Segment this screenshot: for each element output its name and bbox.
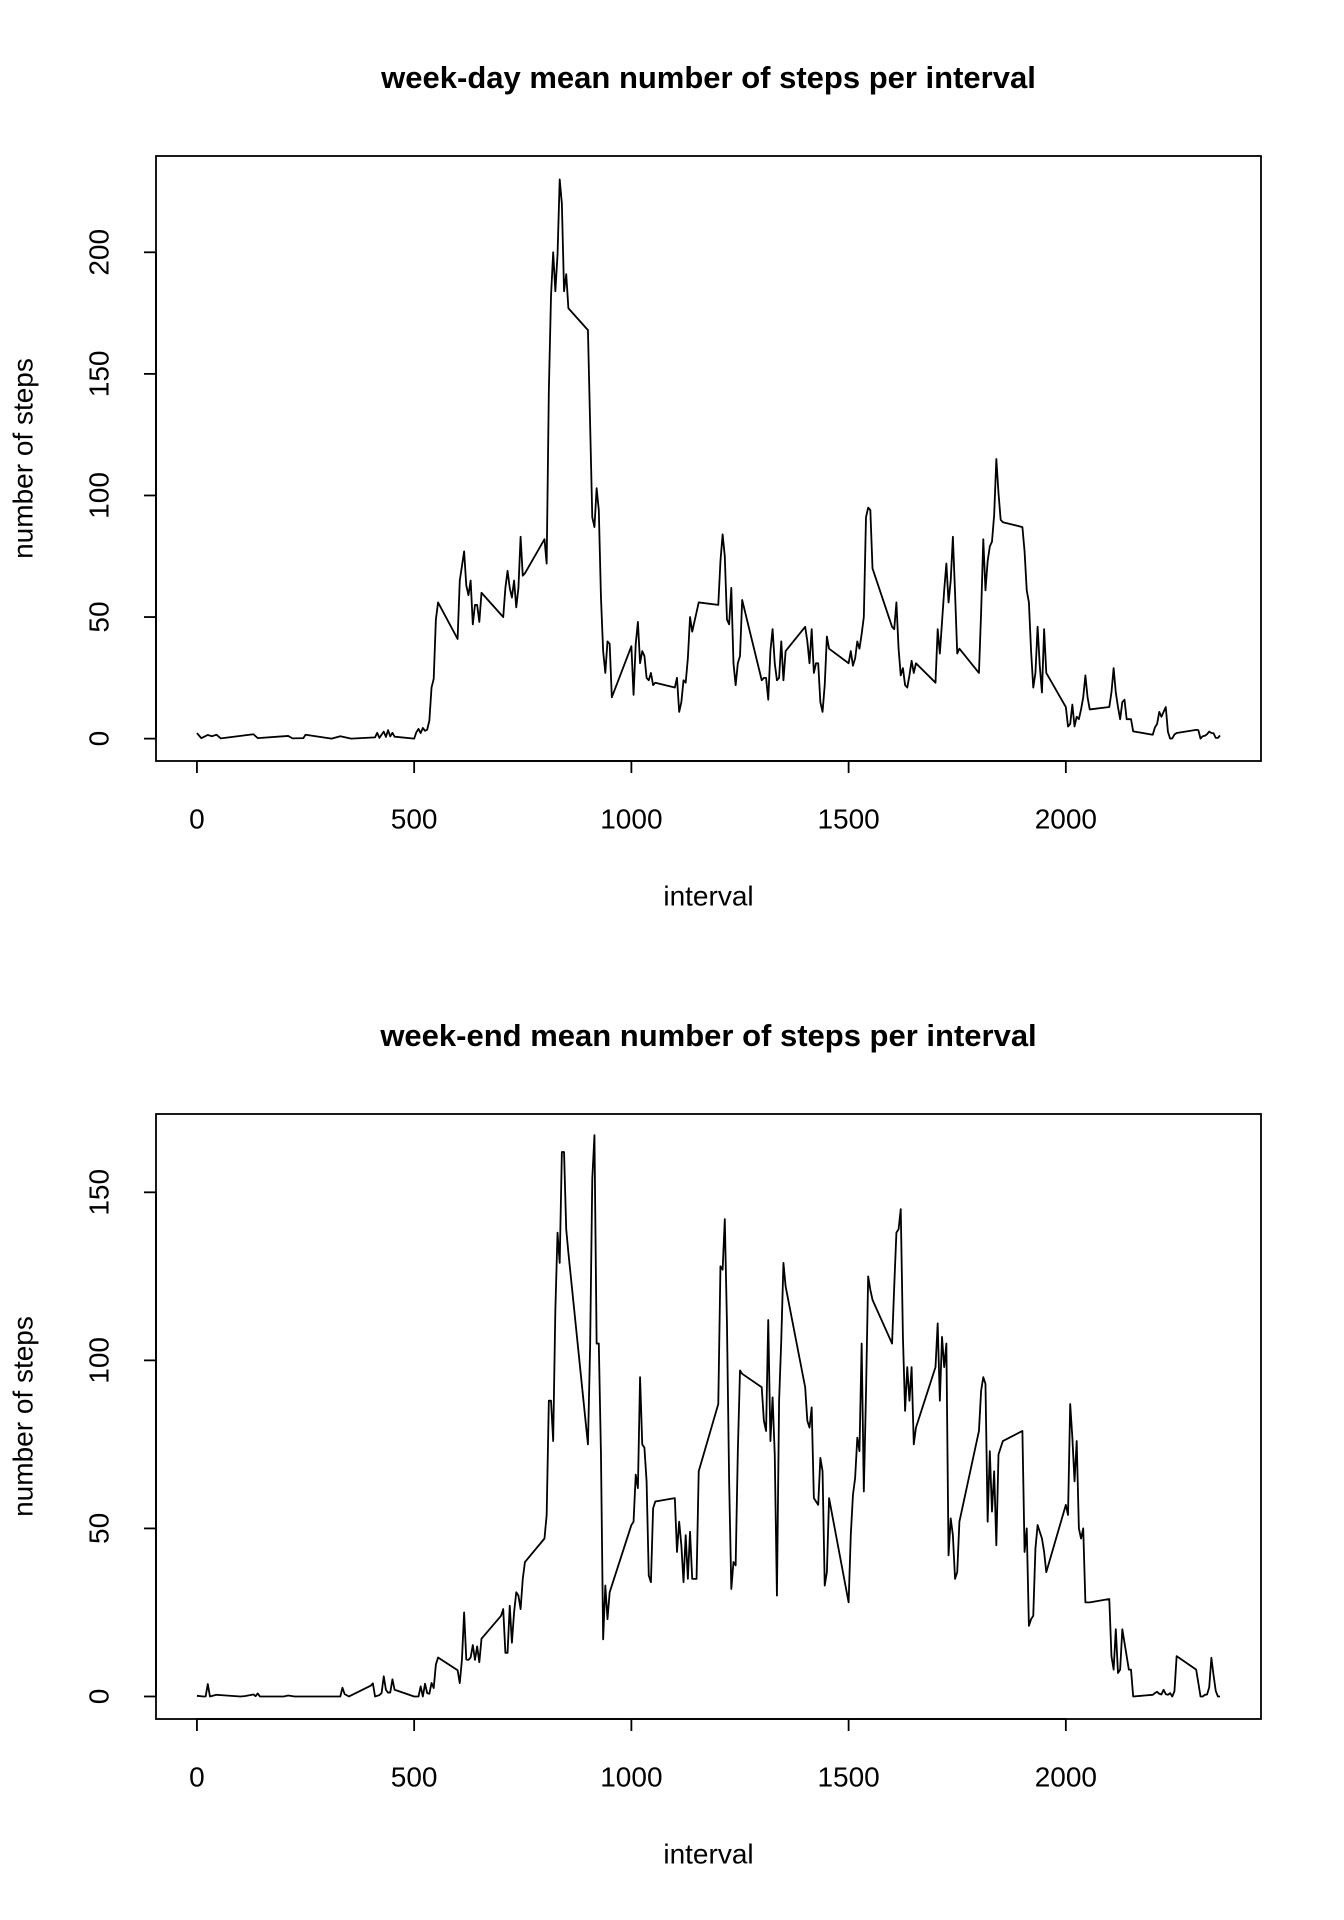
y-tick-label: 150	[83, 351, 114, 398]
x-tick-label: 1500	[817, 1761, 879, 1792]
x-tick-label: 1000	[600, 1761, 662, 1792]
x-tick-label: 1000	[600, 803, 662, 834]
y-tick-label: 100	[83, 472, 114, 519]
x-axis-label: interval	[663, 1838, 753, 1869]
data-line	[196, 1134, 1221, 1698]
x-tick-label: 500	[391, 1761, 438, 1792]
y-tick-label: 200	[83, 229, 114, 276]
plot-box	[155, 155, 1262, 762]
x-tick-label: 1500	[817, 803, 879, 834]
x-tick-label: 2000	[1035, 803, 1097, 834]
x-tick-label: 2000	[1035, 1761, 1097, 1792]
data-line	[196, 178, 1221, 740]
y-tick-label: 100	[83, 1337, 114, 1384]
y-tick-label: 0	[83, 1689, 114, 1705]
y-axis-label: number of steps	[7, 358, 38, 559]
y-axis-label: number of steps	[7, 1316, 38, 1517]
y-tick-label: 0	[83, 731, 114, 747]
y-tick-label: 50	[83, 1513, 114, 1544]
x-axis-label: interval	[663, 880, 753, 911]
x-tick-label: 500	[391, 803, 438, 834]
x-tick-label: 0	[189, 803, 205, 834]
y-tick-label: 150	[83, 1169, 114, 1216]
chart-title: week-day mean number of steps per interv…	[380, 60, 1036, 95]
y-tick-label: 50	[83, 601, 114, 632]
chart-title: week-end mean number of steps per interv…	[379, 1018, 1036, 1053]
x-tick-label: 0	[189, 1761, 205, 1792]
plot-box	[155, 1113, 1262, 1720]
